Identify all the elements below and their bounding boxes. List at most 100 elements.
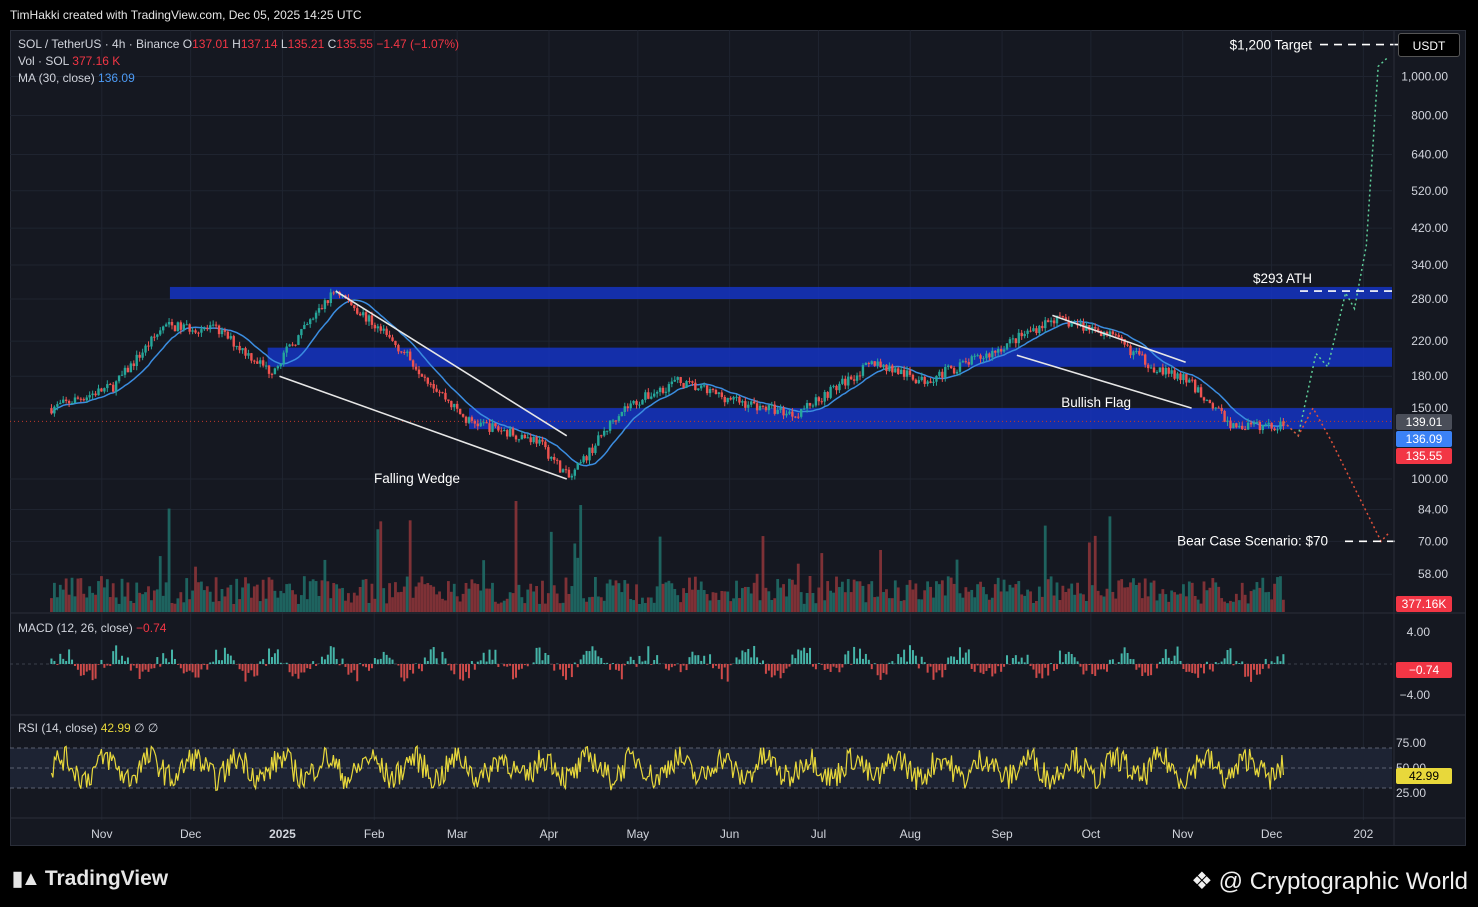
candle-body: [802, 408, 806, 410]
candle-body: [288, 344, 291, 347]
candle-body: [276, 366, 280, 369]
symbol-label[interactable]: SOL / TetherUS · 4h · Binance: [18, 37, 180, 51]
macd-bar: [1223, 658, 1226, 664]
macd-bar: [1200, 664, 1203, 668]
macd-bar: [165, 658, 168, 664]
candle-body: [949, 365, 953, 369]
macd-bar: [244, 664, 247, 682]
volume-bar: [1126, 587, 1129, 612]
volume-bar: [255, 584, 259, 612]
volume-bar: [649, 597, 653, 612]
candle-body: [464, 416, 468, 423]
macd-bar: [1070, 653, 1073, 664]
candle-body: [608, 420, 612, 431]
volume-bar: [1102, 596, 1106, 612]
candle-body: [64, 399, 68, 401]
candle-body: [494, 423, 497, 427]
volume-bar: [955, 559, 959, 612]
volume-bar: [91, 592, 95, 612]
volume-bar: [999, 591, 1003, 612]
volume-bar: [52, 582, 56, 612]
volume-bar: [849, 592, 853, 612]
time-tick: Aug: [900, 827, 921, 841]
candle-body: [1014, 338, 1018, 344]
candle-body: [1105, 331, 1109, 336]
volume-bar: [1217, 586, 1221, 612]
volume-bar: [182, 602, 186, 612]
volume-bar: [987, 599, 991, 612]
candle-body: [1055, 315, 1059, 324]
macd-bar: [1064, 654, 1067, 664]
volume-bar: [167, 508, 171, 612]
chart-frame[interactable]: [10, 30, 1466, 846]
volume-bar: [667, 580, 671, 612]
volume-bar: [1137, 582, 1141, 612]
macd-bar: [353, 664, 356, 671]
volume-bar: [411, 597, 415, 612]
ma-label[interactable]: MA (30, close): [18, 71, 95, 85]
macd-label[interactable]: MACD (12, 26, close): [18, 621, 133, 635]
volume-bar: [899, 600, 903, 612]
candle-body: [282, 352, 285, 364]
macd-bar: [970, 664, 973, 669]
macd-bar: [497, 664, 500, 667]
macd-bar: [88, 664, 91, 671]
candle-body: [356, 308, 359, 314]
volume-bar: [673, 588, 677, 612]
macd-bar: [797, 649, 800, 664]
volume-bar: [1143, 578, 1147, 612]
volume-bar: [935, 581, 938, 612]
volume-bar: [691, 589, 694, 612]
volume-bar: [923, 590, 927, 612]
volume-bar: [973, 597, 977, 612]
candle-body: [450, 400, 453, 408]
volume-bar: [499, 602, 503, 612]
currency-button[interactable]: USDT: [1398, 33, 1460, 57]
macd-bar: [835, 664, 838, 668]
candle-body: [76, 397, 80, 399]
macd-bar: [929, 664, 932, 667]
macd-bar: [629, 656, 632, 664]
volume-bar: [993, 584, 997, 612]
candle-body: [361, 312, 365, 316]
support-resistance-zones: [10, 286, 1392, 430]
candle-body: [505, 430, 509, 437]
volume-bar: [208, 591, 212, 612]
rsi-label[interactable]: RSI (14, close): [18, 721, 98, 735]
candle-body: [538, 439, 541, 444]
candle-body: [1146, 364, 1150, 369]
volume-bar: [317, 596, 321, 612]
candle-body: [658, 387, 662, 392]
macd-bar: [276, 649, 279, 664]
candle-body: [970, 356, 973, 365]
volume-label[interactable]: Vol · SOL: [18, 54, 69, 68]
macd-bar: [315, 664, 318, 666]
candle-body: [829, 386, 832, 398]
candle-body: [223, 330, 227, 332]
candle-body: [1238, 425, 1241, 428]
macd-bar: [1061, 662, 1064, 664]
chart-canvas[interactable]: 1,000.00 800.00 640.00 520.00 420.00 340.00 28…: [10, 30, 1466, 846]
volume-bar: [423, 584, 427, 612]
candle-body: [999, 349, 1003, 352]
macd-bar: [544, 652, 547, 664]
time-tick: 202: [1353, 827, 1373, 841]
candle-body: [800, 408, 803, 417]
macd-bar: [485, 661, 488, 664]
macd-bar: [238, 664, 241, 670]
candle-body: [297, 335, 300, 345]
volume-bar: [282, 593, 286, 612]
volume-bar: [1117, 580, 1121, 612]
candle-body: [70, 403, 74, 405]
macd-bar: [153, 664, 156, 669]
candle-body: [870, 361, 873, 365]
volume-bar: [711, 592, 715, 612]
candle-body: [391, 337, 394, 341]
macd-bar: [265, 664, 268, 666]
volume-bar: [1182, 584, 1185, 612]
volume-bar: [535, 586, 538, 612]
rsi-pane: [10, 744, 1392, 792]
macd-bar: [50, 658, 53, 664]
volume-bar: [567, 593, 571, 612]
volume-bar: [520, 597, 524, 612]
